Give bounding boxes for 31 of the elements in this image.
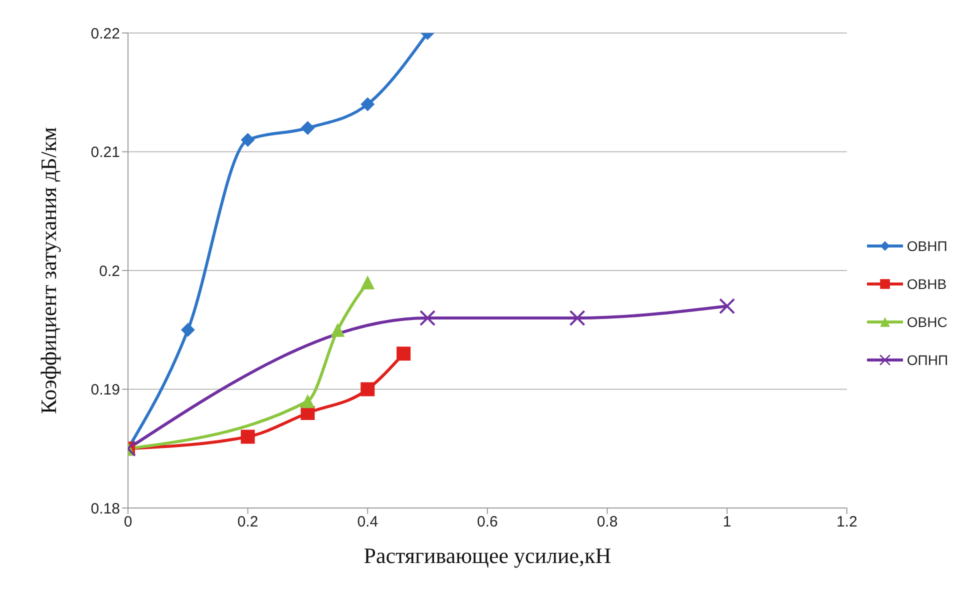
point	[240, 430, 255, 444]
point	[719, 298, 736, 314]
x-tick-label: 0.4	[357, 514, 378, 531]
legend-label: ОВНП	[906, 238, 948, 254]
x-tick-label: 0.6	[477, 514, 498, 531]
point	[330, 322, 345, 337]
x-tick-label: 0	[124, 514, 132, 531]
x-tick-label: 0.8	[596, 514, 618, 531]
y-tick-label: 0.19	[90, 382, 120, 399]
point	[360, 275, 375, 290]
y-tick-label: 0.21	[90, 144, 120, 162]
x-tick-label: 1.2	[836, 514, 858, 531]
point	[569, 310, 586, 326]
x-axis-title: Растягивающее усилие,кН	[364, 543, 612, 568]
legend-label: ОПНП	[906, 352, 948, 368]
y-tick-label: 0.18	[90, 500, 120, 518]
y-tick-label: 0.2	[99, 262, 120, 280]
point	[300, 394, 315, 408]
x-tick-label: 0.2	[237, 514, 258, 531]
y-tick-label: 0.22	[90, 25, 120, 42]
point	[396, 346, 411, 361]
point	[360, 97, 375, 112]
legend-label: ОВНС	[906, 314, 948, 330]
point	[180, 322, 195, 337]
y-axis-title: Коэффициент затухания дБ/км	[36, 126, 61, 414]
point	[300, 121, 315, 135]
point	[240, 132, 255, 147]
point	[420, 310, 436, 326]
legend-label: ОВНВ	[906, 276, 947, 292]
point	[360, 382, 375, 396]
x-tick-label: 1	[722, 514, 732, 531]
